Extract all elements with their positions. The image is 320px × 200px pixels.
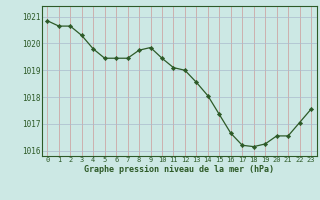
X-axis label: Graphe pression niveau de la mer (hPa): Graphe pression niveau de la mer (hPa) bbox=[84, 165, 274, 174]
